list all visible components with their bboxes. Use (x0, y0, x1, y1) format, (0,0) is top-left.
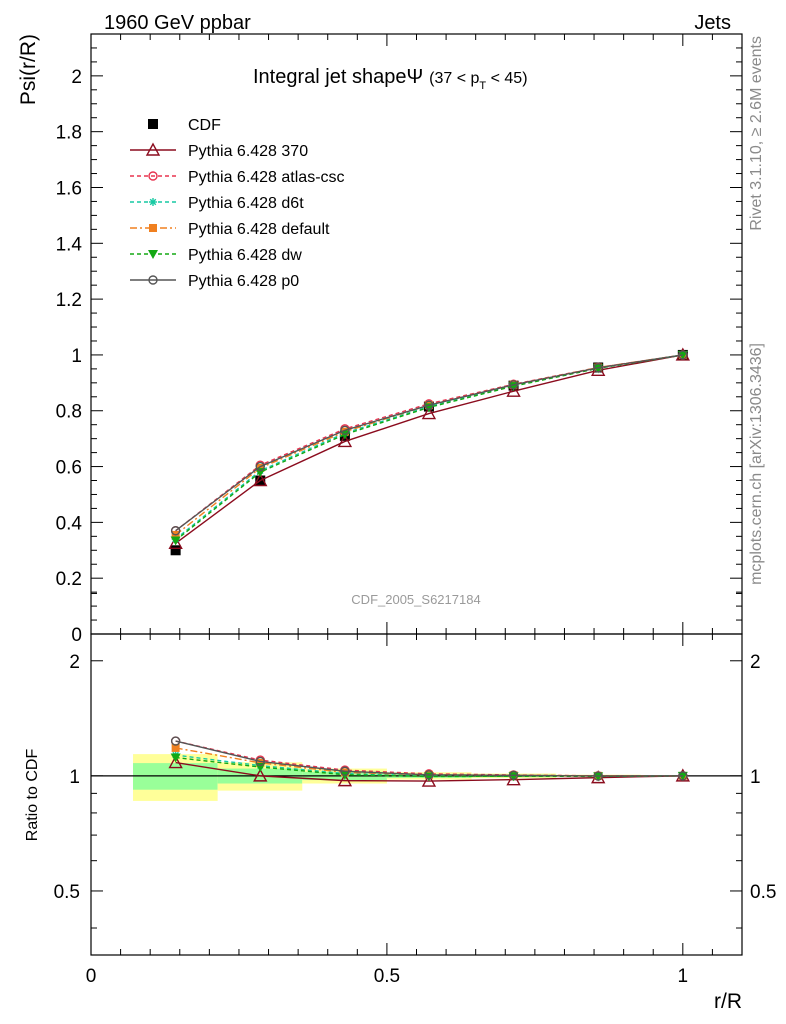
legend: CDF Pythia 6.428 370 Pythia 6.428 atlas-cs… (130, 117, 345, 290)
series-point-p0 (255, 461, 265, 472)
legend-marker-dw (148, 250, 158, 259)
ratio-point-dw (170, 753, 181, 763)
series-line-d6t (175, 354, 683, 540)
legend-marker-atlas-csc (148, 171, 158, 181)
series-line-p0 (175, 354, 683, 532)
y-tick-label: 2 (71, 67, 82, 88)
legend-marker-p0 (148, 275, 158, 285)
y-tick-label: 0 (71, 625, 82, 646)
y-tick-label: 1.8 (56, 123, 82, 144)
legend-label-dw: Pythia 6.428 dw (188, 247, 302, 264)
x-tick-label: 0.5 (374, 966, 400, 987)
series-point-p0 (593, 363, 603, 373)
legend-label-data: CDF (188, 117, 221, 134)
legend-label-default: Pythia 6.428 default (188, 221, 330, 238)
series-point-p0 (508, 380, 519, 390)
series-line-default (175, 354, 683, 536)
ratio-point-dw (508, 772, 519, 782)
series-point-dw (593, 364, 604, 374)
side-label-mcplots: mcplots.cern.ch [arXiv:1306.3436] (748, 343, 765, 585)
ratio-point-p0 (678, 771, 688, 781)
legend-label-d6t: Pythia 6.428 d6t (188, 195, 304, 212)
series-point-p0 (424, 400, 434, 410)
ratio-point-default (256, 758, 265, 767)
ratio-tick-label: 0.5 (54, 882, 80, 903)
ratio-point-p0 (593, 771, 603, 781)
series-point-370 (253, 473, 268, 487)
ratio-point-p0 (340, 766, 350, 776)
series-line-atlas-csc (175, 354, 683, 532)
ratio-point-dw (593, 772, 604, 782)
x-tick-label: 0 (86, 966, 97, 987)
series-point-370 (506, 383, 521, 397)
ratio-point-p0 (170, 736, 181, 746)
ratio-point-p0 (424, 770, 434, 780)
y-tick-label: 0.6 (56, 458, 82, 479)
series-line-dw (175, 354, 683, 542)
y-tick-label: 1 (71, 346, 82, 367)
legend-marker-data (148, 119, 158, 129)
x-axis-label: r/R (714, 990, 742, 1013)
y-tick-label: 0.4 (56, 513, 83, 534)
legend-label-370: Pythia 6.428 370 (188, 143, 308, 160)
legend-marker-default (149, 224, 157, 232)
series-point-p0 (340, 425, 350, 435)
analysis-watermark: CDF_2005_S6217184 (351, 592, 480, 607)
legend-marker-d6t (149, 198, 157, 206)
series-point-370 (337, 433, 353, 448)
series-point-p0 (678, 350, 688, 360)
y-tick-label: 0.2 (56, 569, 82, 590)
ratio-plot: 0 0.5 1 0.5 0.5 1 1 2 2 (54, 592, 776, 987)
y-tick-label: 1.4 (56, 234, 83, 255)
ratio-point-p0 (255, 756, 265, 767)
series-point-default (256, 463, 265, 472)
series-point-370 (168, 535, 183, 550)
ratio-frame (90, 633, 743, 956)
series-point-p0 (170, 526, 181, 536)
side-label-rivet: Rivet 3.1.10, ≥ 2.6M events (748, 36, 765, 231)
header-right: Jets (694, 12, 731, 34)
data-point (170, 545, 181, 556)
ratio-tick-label: 1 (69, 767, 80, 788)
y-axis-label: Psi(r/R) (17, 34, 40, 105)
legend-label-p0: Pythia 6.428 p0 (188, 273, 299, 290)
x-tick-label: 1 (678, 966, 689, 987)
chart-title: Integral jet shapeΨ (37 < pT < 45) (253, 66, 528, 92)
series-point-370 (421, 406, 437, 420)
ratio-tick-label-right: 0.5 (750, 882, 776, 903)
ratio-line-p0 (175, 740, 683, 777)
legend-marker-370 (145, 142, 161, 156)
series-point-dw (170, 536, 181, 546)
ratio-point-370 (168, 755, 183, 769)
series-line-370 (175, 354, 683, 544)
legend-label-atlas-csc: Pythia 6.428 atlas-csc (188, 169, 345, 186)
ratio-point-370 (253, 768, 268, 782)
ratio-tick-label: 2 (69, 652, 80, 673)
ratio-point-370 (421, 773, 437, 787)
ratio-point-default (171, 743, 180, 752)
ratio-tick-label-right: 1 (750, 767, 761, 788)
ratio-tick-label-right: 2 (750, 652, 761, 673)
ratio-point-p0 (508, 770, 519, 781)
ratio-point-370 (337, 773, 353, 787)
ratio-axis-label: Ratio to CDF (24, 749, 41, 842)
y-tick-label: 0.8 (56, 402, 82, 423)
y-tick-label: 1.6 (56, 178, 82, 199)
header-left: 1960 GeV ppbar (104, 12, 251, 34)
main-plot: 0 0.2 0.4 0.6 0.8 1 1.2 1.4 1.6 1.8 2 (56, 33, 743, 955)
y-tick-label: 1.2 (56, 290, 82, 311)
